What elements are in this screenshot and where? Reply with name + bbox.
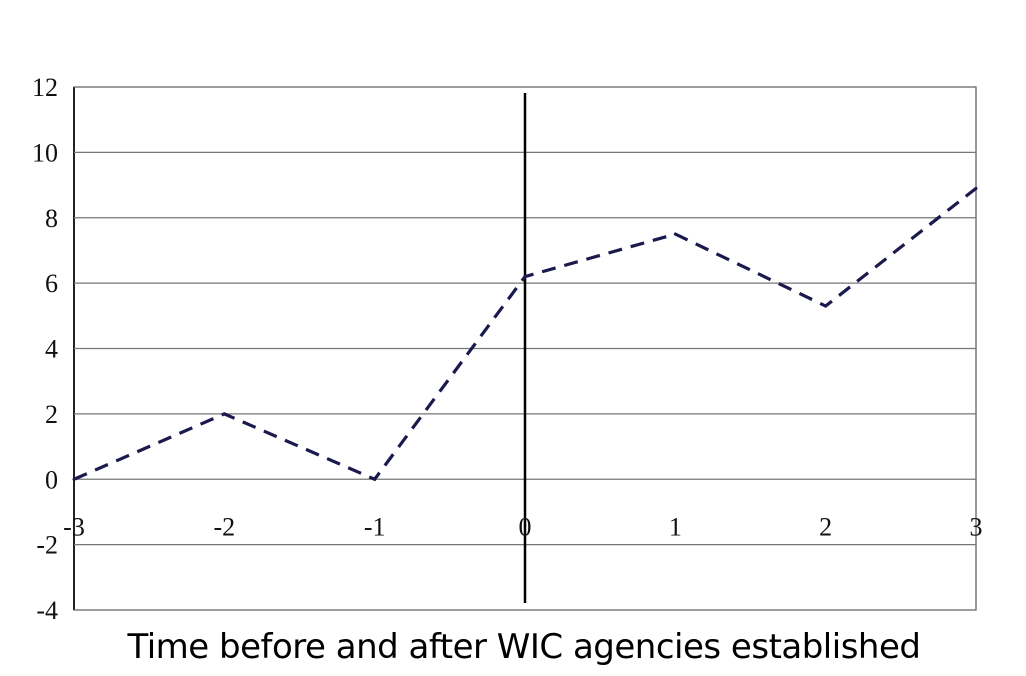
y-tick-label: -4 [36, 596, 58, 625]
y-tick-label: 2 [45, 400, 58, 429]
data-point [974, 186, 978, 190]
x-tick-label: 2 [819, 512, 832, 541]
x-tick-label: 1 [669, 512, 682, 541]
data-point [72, 477, 76, 481]
data-point [523, 275, 527, 279]
gridlines [73, 86, 977, 611]
x-tick-label: -3 [63, 512, 85, 541]
x-tick-label: -2 [213, 512, 235, 541]
y-axis-ticks: 12 10 8 6 4 2 0 -2 -4 [32, 73, 58, 625]
y-tick-label: 10 [32, 138, 58, 167]
data-point [824, 304, 828, 308]
data-point [673, 232, 677, 236]
x-axis-ticks: -3 -2 -1 0 1 2 3 [63, 512, 982, 541]
x-tick-label: 3 [970, 512, 983, 541]
y-tick-label: 12 [32, 73, 58, 102]
series-layer [72, 186, 978, 482]
y-tick-label: 6 [45, 269, 58, 298]
data-point [222, 412, 226, 416]
y-tick-label: 4 [45, 335, 58, 364]
y-tick-label: 0 [45, 465, 58, 494]
x-tick-label: 0 [519, 512, 532, 541]
x-tick-label: -1 [364, 512, 386, 541]
y-tick-label: -2 [36, 531, 58, 560]
x-axis-label: Time before and after WIC agencies estab… [127, 627, 921, 667]
y-tick-label: 8 [45, 204, 58, 233]
data-point [373, 477, 377, 481]
